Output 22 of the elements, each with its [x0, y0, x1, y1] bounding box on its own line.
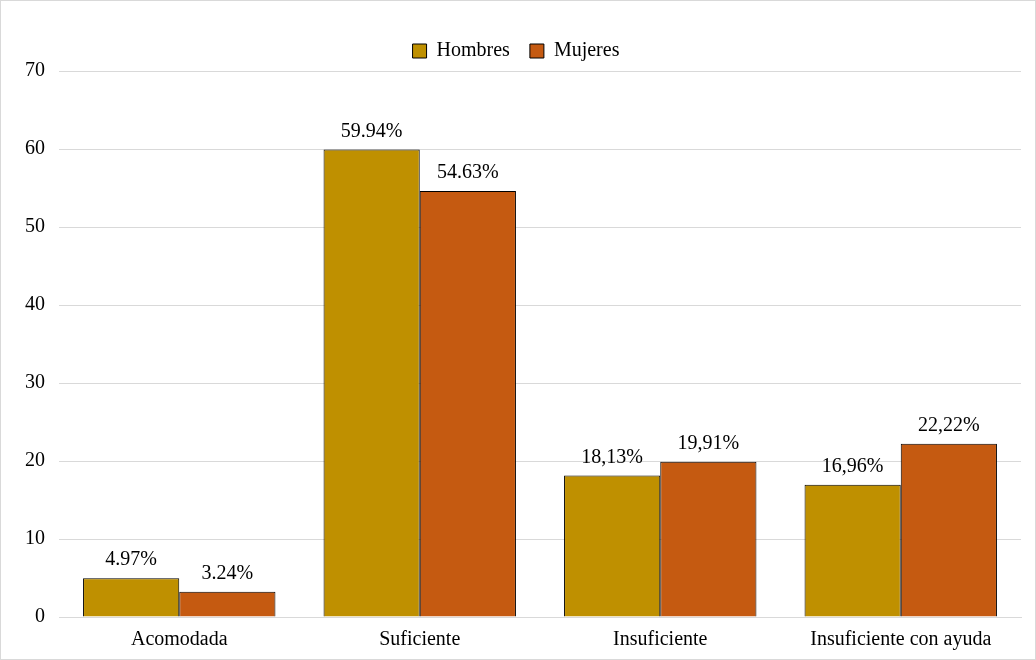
- x-tick-label: Insuficiente: [613, 627, 708, 650]
- data-label: 18,13%: [581, 444, 643, 467]
- y-tick-label: 70: [25, 58, 45, 81]
- y-tick-label: 60: [25, 136, 45, 159]
- y-tick-label: 40: [25, 292, 45, 315]
- data-label: 19,91%: [677, 430, 740, 453]
- legend-label: Mujeres: [553, 38, 620, 62]
- data-label: 4.97%: [105, 547, 157, 570]
- data-label: 59.94%: [340, 118, 403, 141]
- x-tick-label: Insuficiente con ayuda: [810, 627, 992, 651]
- y-tick-label: 50: [25, 214, 45, 237]
- y-tick-label: 10: [25, 526, 45, 549]
- x-tick-label: Suficiente: [379, 627, 461, 650]
- data-label: 16,96%: [821, 453, 884, 476]
- data-label: 3.24%: [201, 560, 254, 583]
- y-tick-label: 0: [35, 604, 45, 627]
- y-tick-label: 20: [25, 448, 45, 471]
- x-tick-label: Acomodada: [130, 627, 228, 650]
- legend-label: Hombres: [436, 38, 511, 61]
- y-tick-label: 30: [25, 370, 45, 393]
- data-label: 22,22%: [918, 412, 980, 435]
- data-label: 54.63%: [437, 160, 499, 183]
